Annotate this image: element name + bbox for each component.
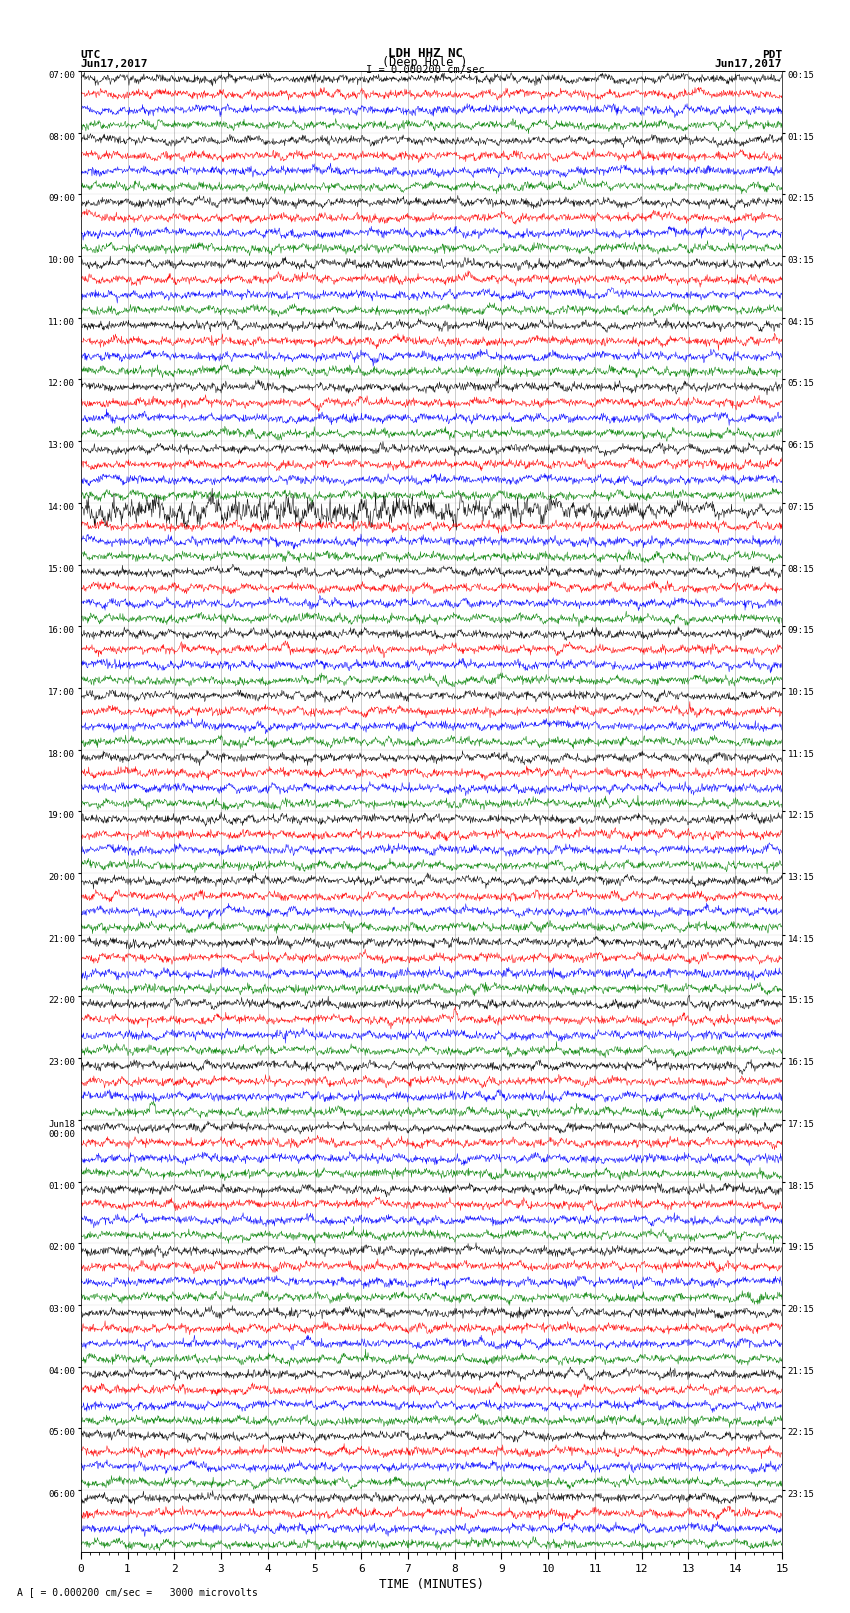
Text: A [ = 0.000200 cm/sec =   3000 microvolts: A [ = 0.000200 cm/sec = 3000 microvolts: [17, 1587, 258, 1597]
Text: Jun17,2017: Jun17,2017: [715, 58, 782, 69]
Text: Jun17,2017: Jun17,2017: [81, 58, 148, 69]
Text: PDT: PDT: [762, 50, 782, 60]
Text: UTC: UTC: [81, 50, 101, 60]
X-axis label: TIME (MINUTES): TIME (MINUTES): [379, 1578, 484, 1590]
Text: LDH HHZ NC: LDH HHZ NC: [388, 47, 462, 60]
Text: I = 0.000200 cm/sec: I = 0.000200 cm/sec: [366, 65, 484, 76]
Text: (Deep Hole ): (Deep Hole ): [382, 55, 468, 69]
